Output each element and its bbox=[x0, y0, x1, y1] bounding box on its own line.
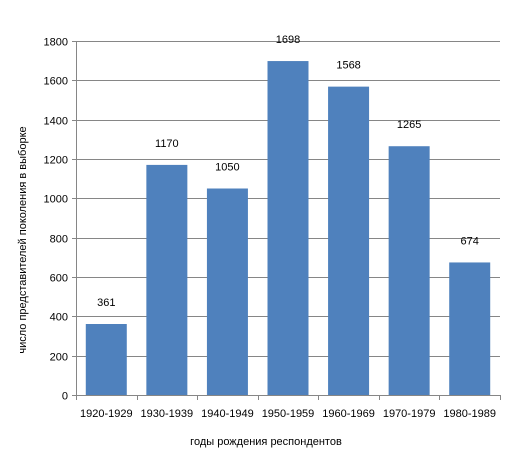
x-axis-ticks: 1920-1929 1930-1939 1940-1949 1950-1959 1960… bbox=[76, 395, 501, 420]
data-label: 674 bbox=[461, 235, 479, 247]
data-label: 1698 bbox=[276, 34, 300, 46]
y-tick-label: 0 bbox=[62, 391, 68, 403]
bar bbox=[388, 146, 430, 395]
y-tick-label: 1400 bbox=[44, 116, 68, 128]
x-tick-label: 1960-1969 bbox=[322, 408, 375, 420]
bar bbox=[85, 324, 127, 395]
bar bbox=[206, 188, 248, 395]
x-tick-label: 1950-1959 bbox=[262, 408, 315, 420]
data-label: 361 bbox=[97, 297, 115, 309]
data-label: 1050 bbox=[215, 162, 239, 174]
y-axis-title: число представителей поколения в выборке bbox=[17, 126, 29, 353]
x-tick-label: 1980-1989 bbox=[443, 408, 496, 420]
x-tick-label: 1920-1929 bbox=[80, 408, 133, 420]
bar bbox=[267, 61, 309, 396]
y-tick-label: 1000 bbox=[44, 194, 68, 206]
bar bbox=[328, 86, 370, 396]
y-tick-label: 600 bbox=[50, 273, 68, 285]
y-tick-label: 200 bbox=[50, 352, 68, 364]
x-axis-title: годы рождения респондентов bbox=[190, 436, 342, 448]
y-tick-label: 800 bbox=[50, 234, 68, 246]
x-tick-label: 1940-1949 bbox=[201, 408, 254, 420]
bars bbox=[85, 61, 491, 396]
bar bbox=[449, 262, 491, 395]
y-axis-ticks: 0 200 400 600 800 1000 1200 1400 1600 1800 bbox=[44, 37, 76, 403]
y-tick-label: 400 bbox=[50, 312, 68, 324]
data-label: 1170 bbox=[155, 138, 179, 150]
data-label: 1265 bbox=[397, 119, 421, 131]
x-tick-label: 1930-1939 bbox=[141, 408, 194, 420]
y-tick-label: 1200 bbox=[44, 155, 68, 167]
data-labels: 361 1170 1050 1698 1568 1265 674 bbox=[97, 34, 479, 309]
y-tick-label: 1800 bbox=[44, 37, 68, 49]
y-tick-label: 1600 bbox=[44, 76, 68, 88]
bar bbox=[146, 164, 188, 395]
data-label: 1568 bbox=[336, 60, 360, 72]
x-tick-label: 1970-1979 bbox=[383, 408, 436, 420]
